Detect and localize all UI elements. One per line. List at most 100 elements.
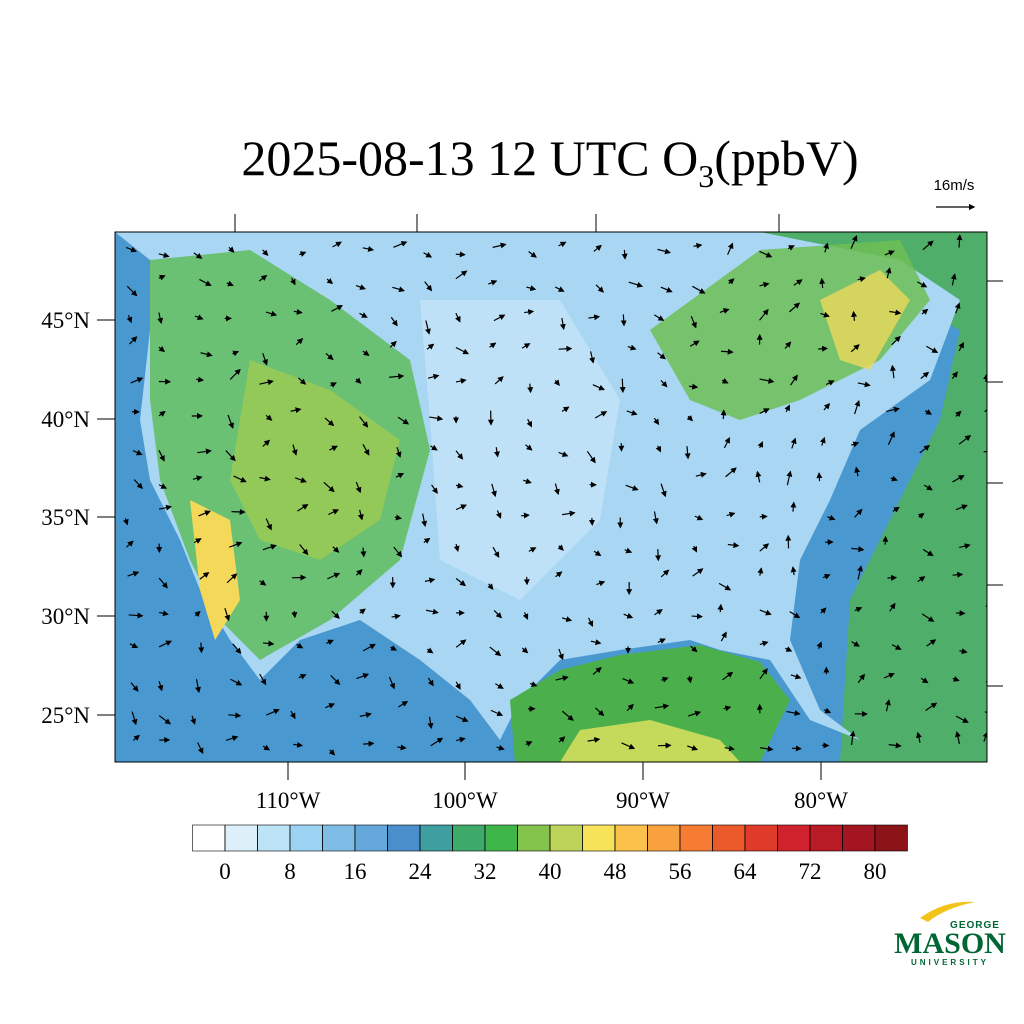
colorbar-box [484,824,518,852]
wind-arrow [849,730,856,745]
wind-arrow [759,308,769,321]
wind-arrow [356,673,370,680]
colorbar-box [354,824,388,852]
wind-arrow [853,400,861,415]
wind-arrow [719,308,730,314]
wind-arrow [889,309,902,316]
northeast-high [820,270,910,370]
wind-arrow [425,608,439,615]
wind-arrow [850,344,860,353]
wind-arrow [723,705,732,712]
wind-arrow [959,648,968,655]
wind-arrow [790,501,797,512]
wind-arrow [525,741,533,747]
wind-arrow [851,310,858,321]
wind-arrow [759,377,775,384]
wind-arrow [195,679,201,694]
wind-arrow [194,610,201,618]
colorbar-box [289,824,323,852]
colorbar-box [874,824,908,852]
wind-arrow [955,504,968,511]
wind-arrow [426,647,434,654]
wind-arrow [660,483,667,498]
colorbar-box [777,824,811,852]
wind-arrow [989,582,1000,584]
wind-arrow [224,608,231,622]
wind-arrow [727,242,734,255]
wind-arrow [355,569,363,576]
wind-arrow [228,712,242,719]
wind-arrow [427,677,434,687]
wind-arrow [596,580,606,587]
wind-arrow [625,484,639,491]
wind-arrow [157,312,164,325]
wind-arrow [265,414,273,421]
wind-arrow [455,450,464,460]
lat-label: 30°N [41,604,90,629]
wind-arrow [718,582,732,591]
wind-arrow [558,241,567,248]
wind-arrow [884,250,895,256]
gulf-high [560,720,740,762]
wind-arrow [920,677,929,684]
colorbar-tick-label: 56 [669,859,692,884]
wind-arrow [816,641,823,649]
wind-arrow [359,712,372,718]
wind-arrow [784,404,790,413]
wind-arrow [851,441,860,448]
wind-arrow [293,308,303,315]
wind-arrow [692,285,706,294]
wind-arrow [757,441,764,449]
wind-arrow [490,709,504,717]
wind-arrow [721,378,729,384]
wind-arrow [391,613,401,620]
wind-arrow [684,446,691,460]
wind-arrow [196,376,205,383]
wind-arrow [290,407,302,414]
wind-arrow [427,373,440,380]
wind-arrow [561,406,570,413]
wind-arrow [158,715,172,725]
wind-arrow [822,573,831,580]
wind-arrow [690,645,698,653]
wind-arrow [488,279,498,286]
wind-arrow [157,681,164,692]
wind-arrow [199,278,212,286]
wind-arrow [362,350,370,356]
wind-arrow [455,378,467,384]
wind-arrow [720,348,734,355]
wind-arrow [952,676,960,682]
wind-arrow [661,676,669,683]
wind-arrow [857,673,866,684]
wind-arrow [952,475,965,483]
wind-arrow [129,642,139,649]
wind-arrow [427,716,434,730]
wind-arrow [885,267,892,279]
wind-arrow [324,417,335,427]
wind-arrow [528,251,537,258]
wind-arrow [423,537,431,544]
wind-arrow [225,450,236,462]
wind-arrow [265,518,272,531]
colorbar-box [809,824,843,852]
wind-arrow [892,506,900,513]
wind-arrow [291,444,298,456]
atlantic [760,232,987,762]
wind-arrow [917,281,928,288]
wind-arrow [921,613,935,622]
wind-arrow [521,343,531,349]
wind-arrow [492,546,500,558]
wind-arrow [197,448,212,455]
wind-arrow [555,571,563,578]
wind-arrow [555,675,569,682]
wind-arrow [489,342,497,349]
wind-arrow [231,508,246,515]
wind-arrow [194,314,204,321]
wind-arrow [423,252,433,258]
wind-arrow [132,449,143,456]
wind-arrow [857,565,863,580]
wind-arrow [652,511,659,525]
wind-arrow [331,305,343,312]
wind-arrow [328,509,340,516]
wind-arrow [262,544,277,551]
